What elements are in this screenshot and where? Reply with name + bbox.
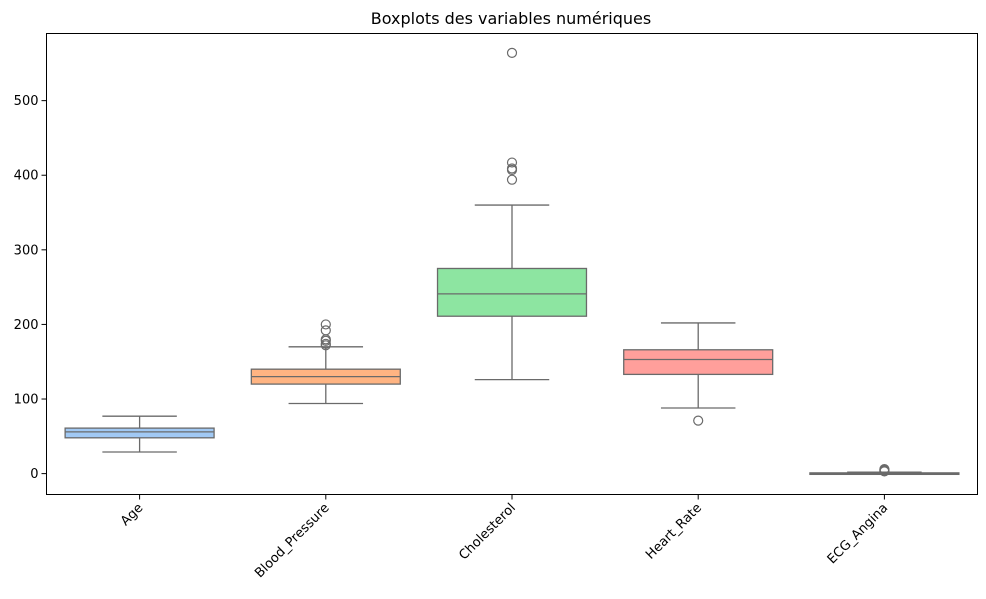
plot-area [64,47,960,477]
box-iqr [436,267,588,317]
box-iqr [623,349,774,376]
x-tick-label: Heart_Rate [643,501,705,563]
x-tick-label: Blood_Pressure [252,501,332,581]
x-tick-label: Cholesterol [456,501,518,563]
outlier-point [693,415,704,426]
outlier-point [506,163,518,174]
box-heart-rate [623,322,774,426]
outlier-point [506,174,518,185]
y-tick-label: 200 [14,318,39,333]
box-cholesterol [436,47,588,381]
outlier-point [320,319,331,330]
chart-title: Boxplots des variables numériques [371,9,651,28]
y-tick-label: 400 [14,169,39,184]
y-tick-label: 0 [30,467,38,482]
y-tick-label: 100 [14,393,39,408]
x-tick-label: Age [118,501,146,529]
y-tick-label: 300 [14,243,39,258]
x-tick-label: ECG_Angina [825,501,892,568]
box-iqr [64,427,215,439]
outlier-point [320,325,331,336]
outlier-point [506,157,518,168]
box-age [64,415,215,453]
box-ecg-angina [809,464,960,477]
outlier-point [506,47,518,58]
outlier-point [320,338,331,349]
outlier-point [879,464,890,475]
box-blood-pressure [250,319,401,405]
y-tick-label: 500 [14,94,39,109]
